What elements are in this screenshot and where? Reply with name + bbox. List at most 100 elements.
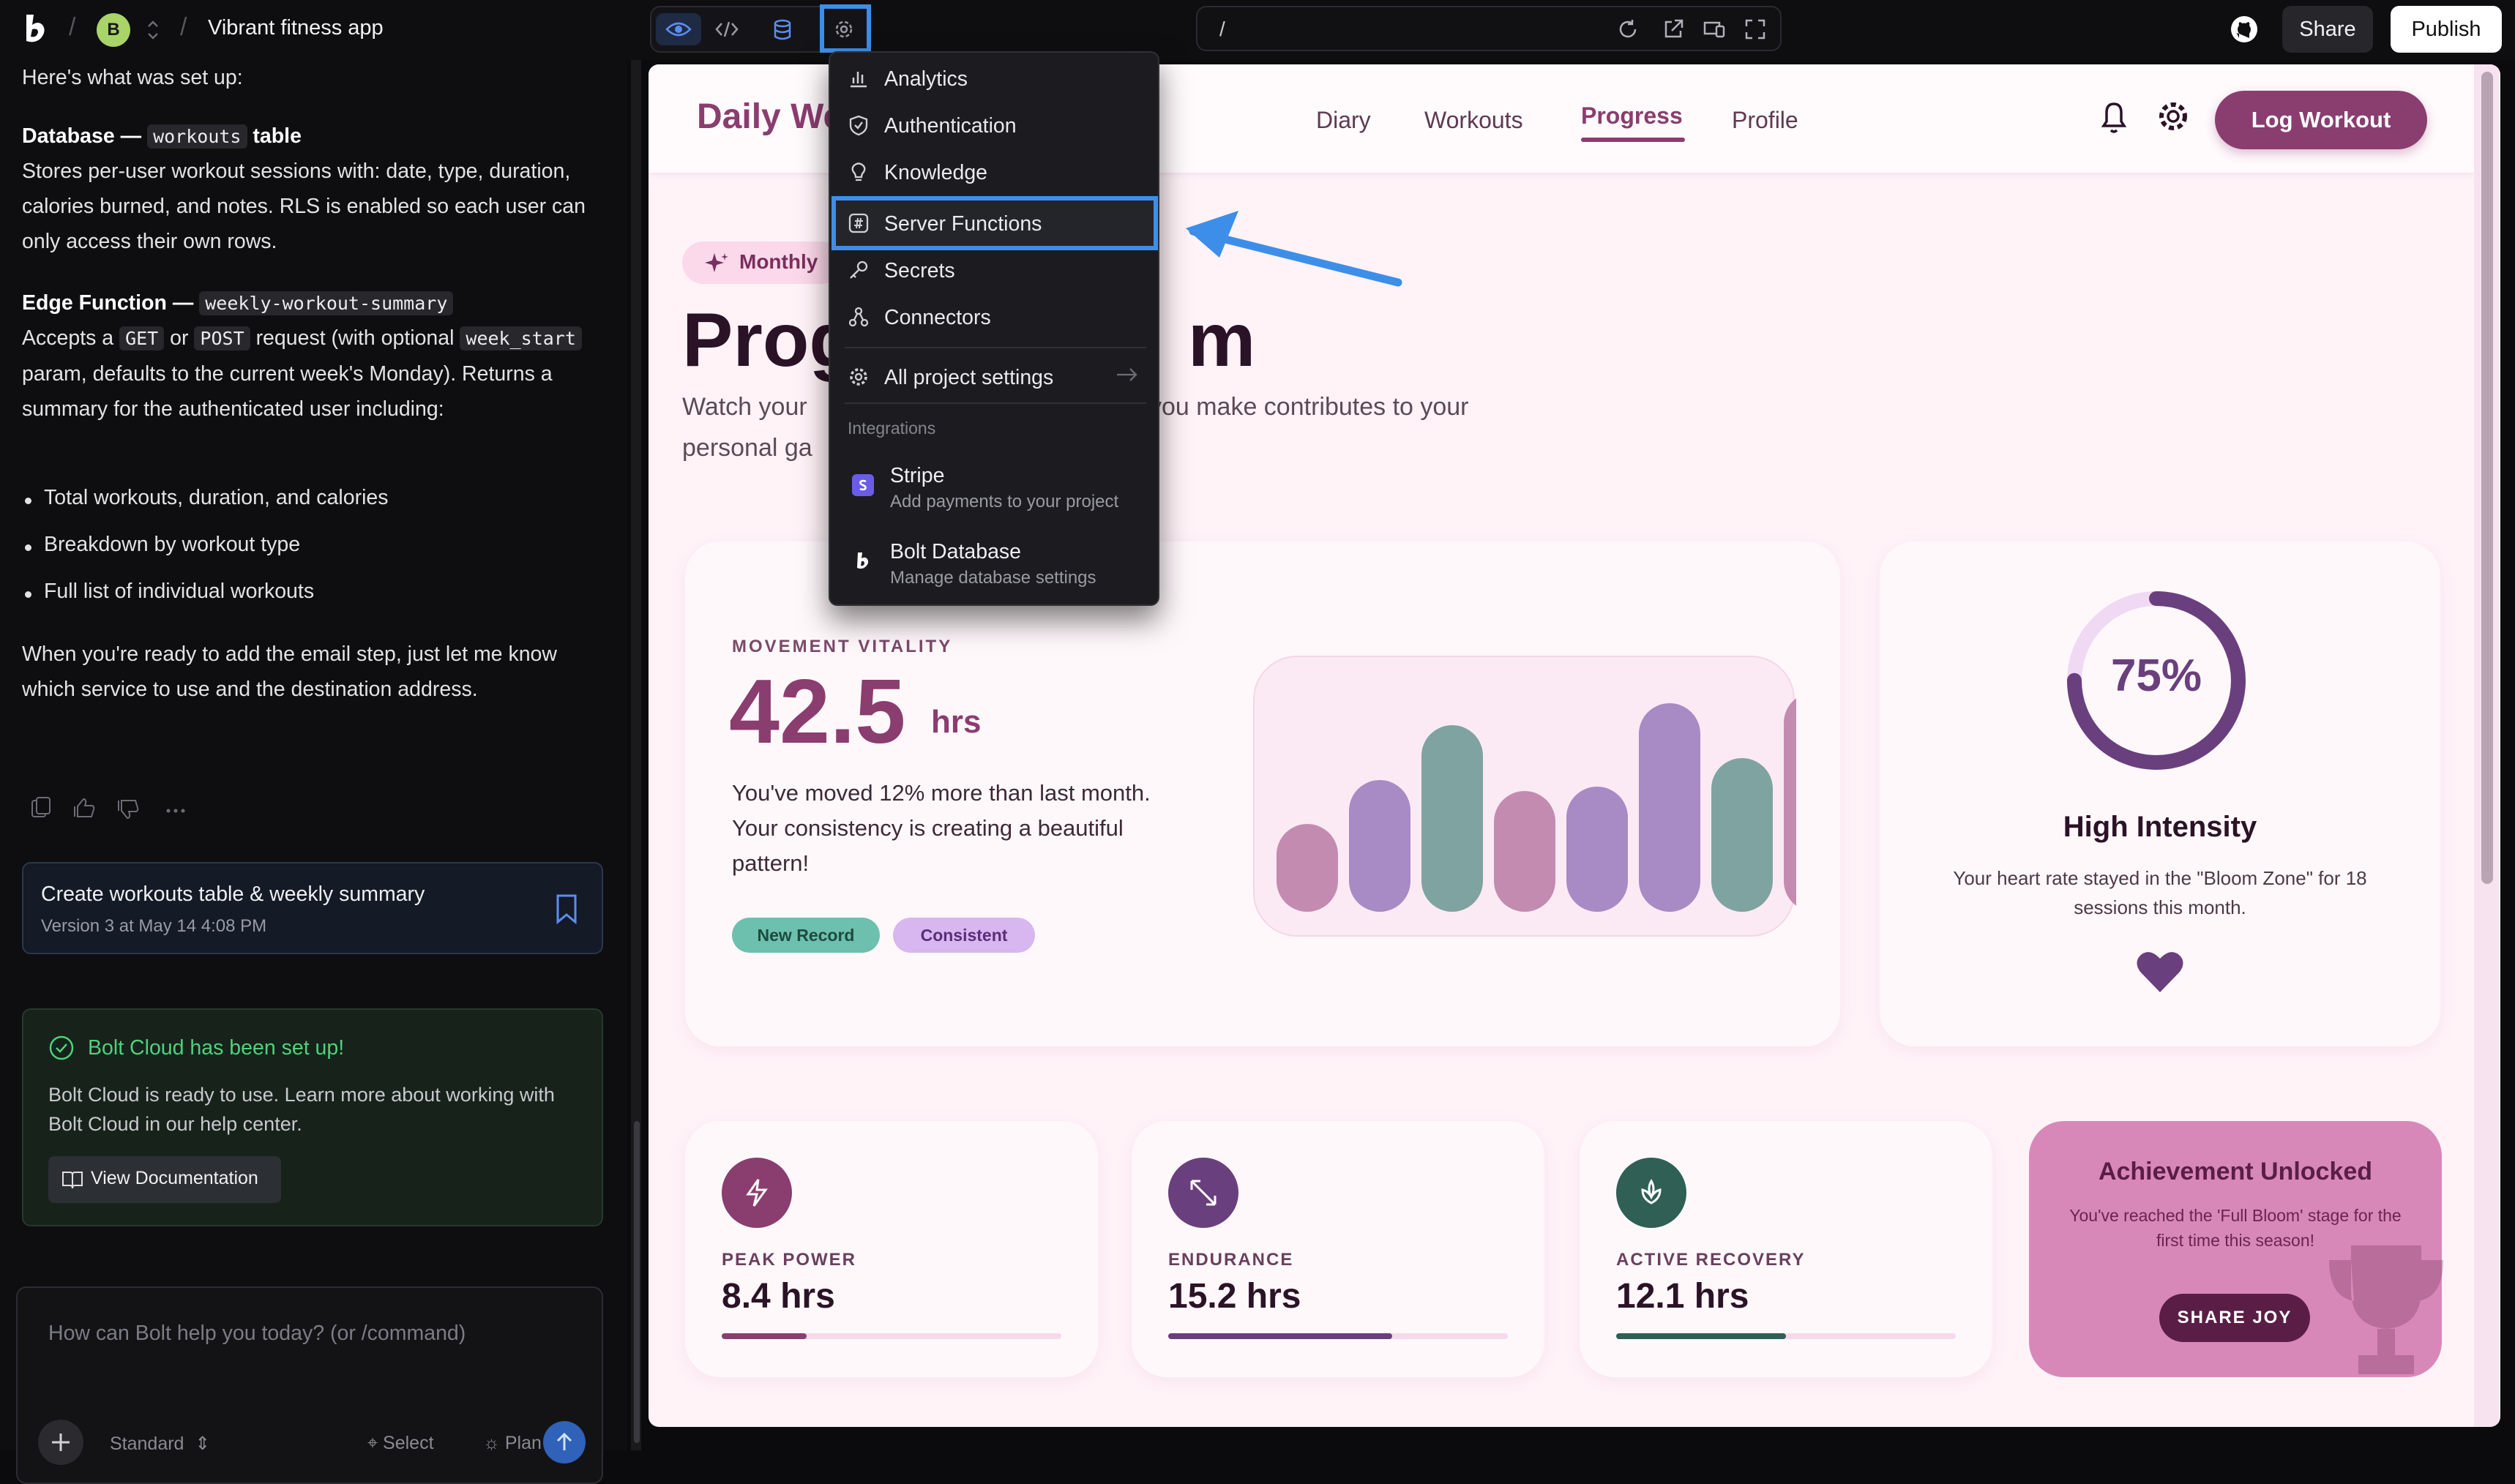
edge-heading: Edge Function — [22,291,194,315]
plan-label: Plan [504,1433,542,1453]
movement-chart [1253,656,1796,937]
edge-p1: Accepts a [22,326,114,350]
nav-workouts[interactable]: Workouts [1424,107,1523,133]
chat-input[interactable]: How can Bolt help you today? (or /comman… [16,1286,603,1484]
achievement-description: You've reached the 'Full Bloom' stage fo… [2069,1206,2402,1250]
integrations-label: Integrations [848,419,936,438]
menu-item-secrets[interactable]: Secrets [830,247,1161,291]
db-text: Stores per-user workout sessions with: d… [22,160,586,253]
reload-icon[interactable] [1616,18,1640,41]
publish-button[interactable]: Publish [2391,6,2502,53]
view-documentation-button[interactable]: View Documentation [48,1156,281,1203]
bell-icon[interactable] [2096,98,2131,136]
stat-label: PEAK POWER [722,1250,857,1270]
menu-item-authentication[interactable]: Authentication [830,102,1161,146]
menu-item-label: Connectors [884,306,991,329]
chevron-up-down-icon[interactable] [145,18,161,42]
thumbs-up-icon [74,798,95,817]
gear-icon[interactable] [2155,98,2191,135]
nav-profile[interactable]: Profile [1732,107,1798,133]
preview-scrollbar-thumb[interactable] [2481,72,2493,884]
version-title: Create workouts table & weekly summary [41,882,425,906]
view-switcher [650,6,871,53]
view-documentation-label: View Documentation [91,1168,258,1188]
page-title-left: Prog [682,298,856,383]
log-workout-button[interactable]: Log Workout [2215,91,2427,149]
edge-p3: param, defaults to the current week's Mo… [22,362,553,421]
menu-item-label: Analytics [884,67,968,91]
chart-bar [1494,791,1555,912]
stat-value: 8.4 hrs [722,1277,835,1316]
url-bar[interactable]: / [1196,6,1782,51]
chat-intro: Here's what was set up: [22,66,243,89]
send-button[interactable] [543,1421,586,1464]
bolt-icon [722,1158,792,1228]
intensity-percent: 75% [2110,651,2202,701]
page-title-right: m [1187,298,1256,383]
settings-gear-icon[interactable] [821,13,867,45]
bar-chart [1277,698,1796,912]
select-element-button[interactable]: ⌖ Select [367,1433,434,1454]
share-joy-button[interactable]: SHARE JOY [2159,1294,2310,1342]
lightbulb-icon [848,161,870,183]
menu-item-stripe[interactable]: Stripe Add payments to your project [830,454,1161,524]
menu-item-connectors[interactable]: Connectors [830,294,1161,338]
menu-item-server-functions[interactable]: Server Functions [830,201,1161,244]
movement-unit: hrs [931,704,982,740]
subtitle-part-a: Watch your [682,393,807,421]
gear-icon [848,366,870,388]
share-button[interactable]: Share [2282,6,2373,53]
stat-progress-track [1616,1333,1956,1339]
bolt-logo-icon[interactable] [16,10,54,48]
chart-bar [1421,725,1483,912]
stat-label: ACTIVE RECOVERY [1616,1250,1806,1270]
version-card[interactable]: Create workouts table & weekly summary V… [22,862,603,954]
add-attachment-button[interactable] [38,1420,83,1465]
menu-item-knowledge[interactable]: Knowledge [830,149,1161,193]
chart-bar [1784,698,1796,906]
fullscreen-icon[interactable] [1744,18,1767,41]
edge-code: weekly-workout-summary [199,291,454,315]
chat-panel: Here's what was set up: Database — worko… [0,60,627,1484]
responsive-icon[interactable] [1703,18,1726,41]
code-icon[interactable] [704,13,750,45]
chat-scrollbar-thumb[interactable] [634,1121,640,1443]
subtitle-part-c: personal ga [682,434,812,462]
nav-progress[interactable]: Progress [1581,102,1683,129]
bookmark-icon[interactable] [553,893,580,925]
chat-scrollbar[interactable] [631,60,641,1450]
menu-item-all-project-settings[interactable]: All project settings [830,354,1161,398]
stripe-logo-icon [852,474,874,496]
app-brand[interactable]: Daily We [697,97,843,136]
movement-description: You've moved 12% more than last month. Y… [732,780,1151,876]
function-icon [848,212,870,234]
plan-button[interactable]: ☼ Plan [483,1433,542,1454]
intensity-ring [2067,591,2246,770]
edge-or: or [170,326,189,350]
project-name[interactable]: Vibrant fitness app [208,16,384,40]
menu-item-bolt-database[interactable]: Bolt Database Manage database settings [830,530,1161,600]
path-separator: / [69,13,76,41]
preview-eye-icon[interactable] [656,13,701,45]
edge-p2: request (with optional [255,326,455,350]
cloud-text: Bolt Cloud is ready to use. Learn more a… [48,1084,555,1135]
stripe-title: Stripe [890,464,945,487]
arrow-up-icon [556,1432,572,1450]
movement-label: MOVEMENT VITALITY [732,637,953,656]
annotation-arrow-icon [1171,202,1413,297]
menu-item-analytics[interactable]: Analytics [830,56,1161,100]
movement-value: 42.5 [729,662,906,762]
monthly-badge: Monthly [682,241,843,284]
avatar[interactable]: B [97,13,130,47]
nav-diary[interactable]: Diary [1316,107,1371,133]
bolt-database-subtitle: Manage database settings [890,568,1096,588]
message-actions [29,795,205,824]
mode-selector[interactable]: Standard ⇕ [110,1433,210,1455]
lightbulb-icon: ☼ [483,1433,500,1453]
select-label: Select [383,1433,434,1453]
open-external-icon[interactable] [1662,18,1685,41]
github-icon[interactable] [2228,13,2260,45]
menu-item-label: Server Functions [884,212,1042,236]
page-title: Prog m [682,297,1255,384]
database-icon[interactable] [760,13,805,45]
